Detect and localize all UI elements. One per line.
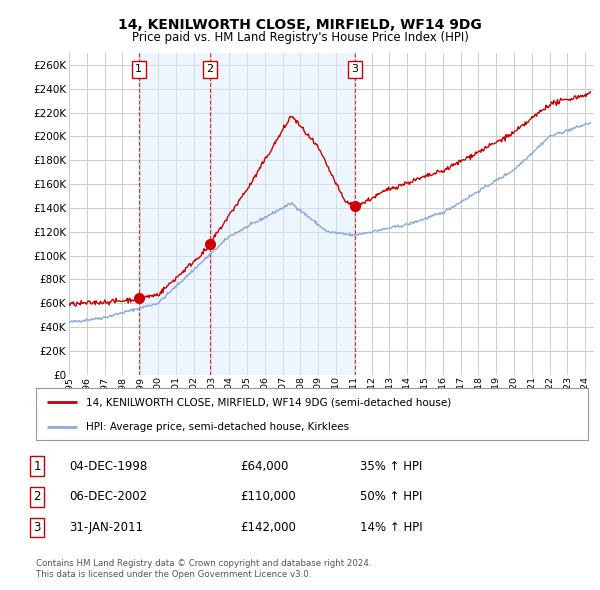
Text: 04-DEC-1998: 04-DEC-1998 [69,460,147,473]
Text: 06-DEC-2002: 06-DEC-2002 [69,490,147,503]
Text: 14, KENILWORTH CLOSE, MIRFIELD, WF14 9DG: 14, KENILWORTH CLOSE, MIRFIELD, WF14 9DG [118,18,482,32]
Text: 2: 2 [206,64,214,74]
Text: £142,000: £142,000 [240,521,296,534]
Text: £64,000: £64,000 [240,460,289,473]
Text: £110,000: £110,000 [240,490,296,503]
Text: 1: 1 [34,460,41,473]
Text: 1: 1 [135,64,142,74]
Text: Price paid vs. HM Land Registry's House Price Index (HPI): Price paid vs. HM Land Registry's House … [131,31,469,44]
Text: 14% ↑ HPI: 14% ↑ HPI [360,521,422,534]
Text: 2: 2 [34,490,41,503]
Text: 14, KENILWORTH CLOSE, MIRFIELD, WF14 9DG (semi-detached house): 14, KENILWORTH CLOSE, MIRFIELD, WF14 9DG… [86,397,451,407]
Text: This data is licensed under the Open Government Licence v3.0.: This data is licensed under the Open Gov… [36,571,311,579]
Text: 35% ↑ HPI: 35% ↑ HPI [360,460,422,473]
Bar [139,53,210,375]
Text: 3: 3 [34,521,41,534]
Text: HPI: Average price, semi-detached house, Kirklees: HPI: Average price, semi-detached house,… [86,422,349,431]
Text: Contains HM Land Registry data © Crown copyright and database right 2024.: Contains HM Land Registry data © Crown c… [36,559,371,568]
Text: 3: 3 [352,64,359,74]
Bar [210,53,355,375]
Text: 31-JAN-2011: 31-JAN-2011 [69,521,143,534]
Text: 50% ↑ HPI: 50% ↑ HPI [360,490,422,503]
